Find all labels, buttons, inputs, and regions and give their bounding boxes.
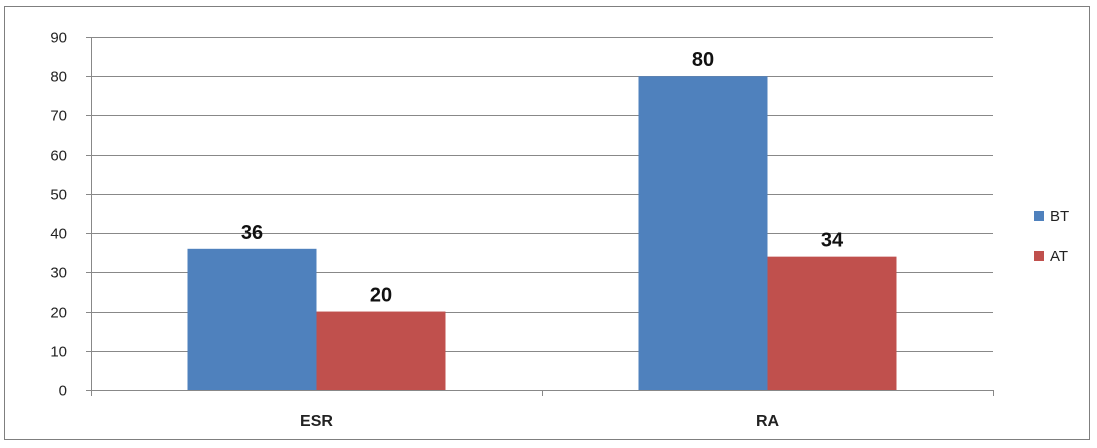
- y-tick-label-20: 20: [50, 305, 67, 322]
- chart-frame: [4, 6, 1090, 440]
- y-tick-label-60: 60: [50, 148, 67, 165]
- legend-swatch-at: [1034, 251, 1044, 261]
- y-tick-label-80: 80: [50, 69, 67, 86]
- bar-esr-bt: [187, 248, 317, 390]
- x-category-label-ra: RA: [756, 413, 780, 430]
- y-tick-label-40: 40: [50, 226, 67, 243]
- data-label-ra-bt: 80: [692, 49, 714, 71]
- x-category-label-esr: ESR: [300, 413, 333, 430]
- legend-label-at: AT: [1050, 248, 1068, 265]
- bar-ra-bt: [638, 76, 768, 390]
- data-label-ra-at: 34: [821, 230, 844, 252]
- legend-swatch-bt: [1034, 211, 1044, 221]
- y-tick-label-10: 10: [50, 344, 67, 361]
- y-tick-label-50: 50: [50, 187, 67, 204]
- x-axis: ESR RA: [91, 37, 994, 430]
- y-tick-label-0: 0: [59, 383, 67, 400]
- legend-label-bt: BT: [1050, 208, 1069, 225]
- y-tick-label-70: 70: [50, 108, 67, 125]
- y-tick-label-30: 30: [50, 265, 67, 282]
- y-tick-label-90: 90: [50, 30, 67, 47]
- bars: [187, 76, 897, 390]
- data-label-esr-at: 20: [370, 285, 392, 307]
- bar-ra-at: [767, 256, 897, 390]
- data-labels: 36 20 80 34: [241, 49, 844, 306]
- data-label-esr-bt: 36: [241, 222, 263, 244]
- legend: BT AT: [1034, 208, 1069, 265]
- bar-esr-at: [316, 311, 446, 390]
- y-axis-ticks: 0 10 20 30 40 50 60 70 80 90: [50, 30, 91, 400]
